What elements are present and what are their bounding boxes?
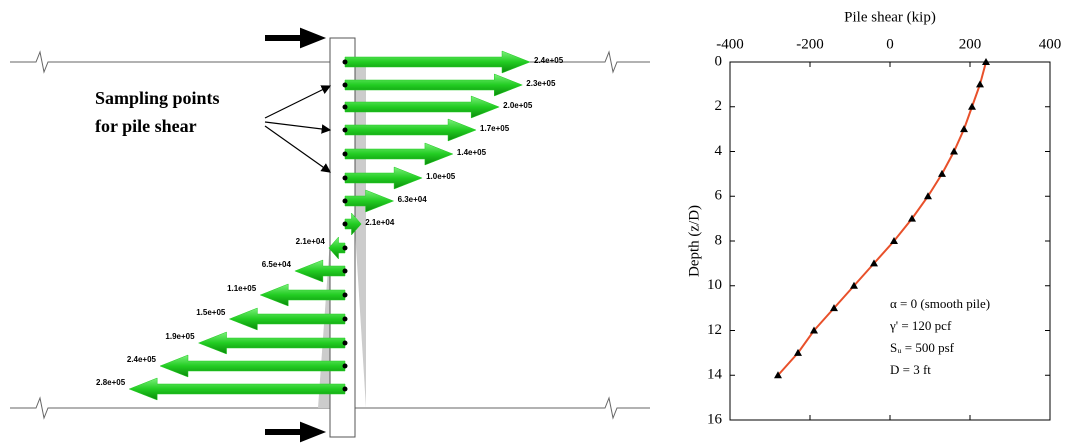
marker: [968, 102, 976, 110]
pointer: [264, 121, 332, 134]
annotation: D = 3 ft: [890, 362, 931, 377]
marker: [924, 192, 932, 200]
pointer: [264, 85, 332, 119]
value-label: 1.7e+05: [480, 124, 510, 133]
shear-arrow: [259, 283, 346, 307]
marker: [794, 348, 802, 356]
load-arrow: [265, 27, 327, 49]
value-label: 1.1e+05: [227, 284, 257, 293]
marker: [950, 147, 958, 155]
value-label: 1.4e+05: [457, 148, 487, 157]
annotation: Sᵤ = 500 psf: [890, 340, 955, 355]
sampling-point: [342, 386, 348, 392]
value-label: 2.4e+05: [534, 56, 564, 65]
x-tick-label: -200: [796, 36, 824, 52]
y-tick-label: 4: [715, 143, 723, 159]
ground-line: [355, 396, 650, 420]
value-label: 2.0e+05: [503, 101, 533, 110]
marker: [982, 58, 990, 65]
chart-title: Pile shear (kip): [844, 9, 936, 25]
shear-arrow: [344, 73, 523, 97]
marker: [890, 237, 898, 244]
shear-arrow: [197, 331, 346, 355]
shear-arrow: [159, 354, 346, 378]
shear-chart: Pile shear (kip) Depth (z/D): [686, 9, 1051, 421]
shear-arrow: [344, 118, 477, 142]
ground-line: [10, 50, 330, 74]
annotation: α = 0 (smooth pile): [890, 296, 990, 311]
shear-arrow: [328, 236, 346, 260]
value-label: 2.4e+05: [127, 355, 157, 364]
sampling-point: [342, 127, 348, 133]
shear-arrow: [294, 259, 346, 283]
y-tick-label: 12: [707, 322, 722, 338]
value-label: 2.1e+04: [365, 218, 395, 227]
shear-arrow: [344, 50, 531, 74]
marker: [908, 214, 916, 222]
y-tick-label: 6: [715, 188, 723, 204]
sampling-point: [342, 151, 348, 157]
shade: [355, 62, 366, 408]
annotation: for pile shear: [95, 116, 197, 136]
shear-arrow: [344, 189, 395, 213]
x-tick-label: 400: [1039, 36, 1062, 52]
sampling-point: [342, 59, 348, 65]
value-label: 6.3e+04: [398, 195, 428, 204]
annotation: Sampling points: [95, 88, 220, 108]
annotation: γ' = 120 pcf: [889, 318, 952, 333]
shear-arrow: [344, 166, 423, 190]
sampling-point: [342, 363, 348, 369]
shear-arrow: [344, 212, 362, 236]
value-label: 6.5e+04: [262, 260, 292, 269]
ground-line: [355, 50, 650, 74]
x-tick-label: 200: [959, 36, 982, 52]
y-tick-label: 0: [715, 53, 723, 69]
marker: [960, 125, 968, 133]
sampling-point: [342, 316, 348, 322]
sampling-point: [342, 82, 348, 88]
sampling-point: [342, 221, 348, 227]
value-label: 2.1e+04: [296, 237, 326, 246]
x-tick-label: 0: [886, 36, 894, 52]
y-tick-label: 2: [715, 98, 723, 114]
y-tick-label: 14: [707, 367, 723, 383]
value-label: 1.5e+05: [196, 308, 226, 317]
sampling-point: [342, 292, 348, 298]
marker: [976, 80, 984, 88]
sampling-point: [342, 245, 348, 251]
sampling-point: [342, 104, 348, 110]
shear-arrow: [128, 377, 346, 401]
shear-arrow: [344, 95, 500, 119]
marker: [830, 304, 838, 312]
y-tick-label: 10: [707, 277, 722, 293]
value-label: 2.3e+05: [526, 79, 556, 88]
pointer-arrows: [264, 85, 332, 173]
y-axis-label: Depth (z/D): [686, 205, 702, 277]
ground-line: [10, 396, 330, 420]
value-label: 1.9e+05: [165, 332, 195, 341]
sampling-point: [342, 268, 348, 274]
x-tick-label: -400: [716, 36, 744, 52]
y-tick-label: 16: [707, 411, 723, 427]
marker: [810, 326, 818, 334]
shear-arrow: [344, 142, 454, 166]
shear-line: [777, 61, 987, 376]
sampling-point: [342, 198, 348, 204]
marker: [774, 371, 782, 379]
sampling-point: [342, 175, 348, 181]
y-tick-label: 8: [715, 232, 723, 248]
shear-arrow: [228, 307, 346, 331]
pointer: [264, 125, 331, 173]
sampling-point: [342, 340, 348, 346]
value-label: 1.0e+05: [426, 172, 456, 181]
marker: [870, 259, 878, 267]
load-arrow: [265, 421, 327, 443]
pile: [329, 37, 356, 438]
marker: [850, 281, 858, 289]
marker: [938, 169, 946, 177]
value-label: 2.8e+05: [96, 378, 126, 387]
